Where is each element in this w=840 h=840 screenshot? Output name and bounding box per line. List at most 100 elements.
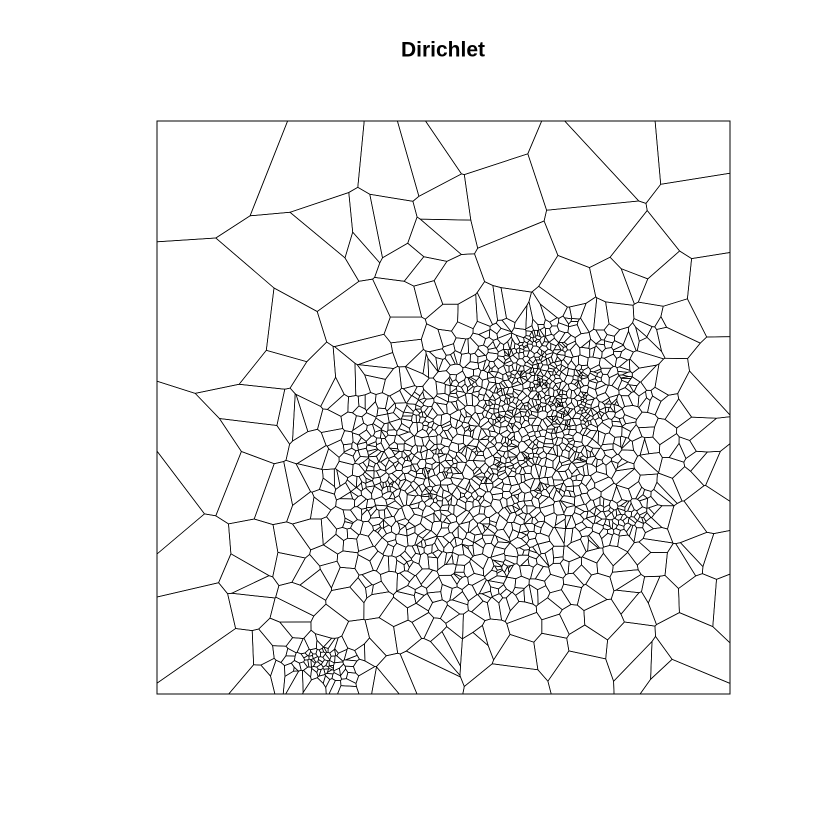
tile	[516, 500, 526, 510]
tile	[582, 462, 589, 477]
tile	[401, 504, 415, 522]
tessellation	[156, 120, 731, 695]
tile	[322, 533, 344, 555]
tile	[321, 646, 328, 654]
tile	[592, 496, 601, 508]
tile	[318, 477, 337, 495]
tile	[539, 503, 555, 517]
tile	[426, 591, 443, 603]
tile	[479, 483, 489, 493]
tile	[156, 237, 275, 394]
tile	[352, 658, 376, 677]
tile	[511, 362, 518, 371]
tile	[489, 394, 496, 402]
tile	[513, 421, 523, 430]
tile	[421, 505, 436, 518]
tile	[522, 415, 530, 422]
tile	[403, 561, 410, 572]
tile	[587, 420, 592, 426]
tile	[500, 419, 510, 428]
tile	[400, 415, 413, 422]
tile	[493, 559, 504, 567]
tile	[522, 350, 530, 357]
tile	[420, 488, 430, 496]
tile	[528, 583, 539, 607]
tile	[611, 517, 619, 527]
tile	[375, 652, 418, 695]
tile	[364, 374, 386, 395]
tile	[385, 395, 396, 412]
tile	[566, 368, 575, 377]
tile	[598, 357, 614, 369]
tile	[449, 416, 459, 430]
tile	[613, 350, 623, 359]
tile	[551, 421, 559, 425]
tile	[350, 487, 362, 497]
tile	[551, 436, 559, 446]
tile	[582, 395, 588, 400]
tile	[456, 509, 470, 525]
tile	[677, 370, 731, 419]
tile	[569, 302, 587, 320]
tile	[519, 370, 526, 377]
tile	[467, 518, 478, 533]
tile	[539, 364, 550, 372]
tile	[290, 660, 302, 672]
tile	[517, 512, 527, 521]
tile	[616, 499, 629, 507]
tile	[431, 461, 441, 471]
tile	[514, 575, 530, 589]
tile	[506, 386, 514, 395]
tile	[594, 447, 606, 461]
tile	[600, 373, 610, 386]
tile	[540, 481, 548, 491]
tile	[556, 416, 564, 425]
tile	[552, 368, 557, 376]
tile	[579, 346, 591, 359]
tile	[502, 490, 513, 500]
tile	[553, 500, 565, 516]
tile	[618, 374, 629, 379]
tile	[487, 472, 495, 481]
tile	[456, 451, 468, 464]
tile	[382, 524, 393, 535]
tile	[617, 534, 635, 553]
tile	[478, 516, 491, 525]
tile	[493, 357, 505, 370]
tile	[380, 570, 398, 596]
tile	[578, 482, 589, 495]
tile	[507, 470, 517, 477]
tile	[367, 529, 383, 548]
tile	[531, 340, 537, 347]
tile	[450, 494, 458, 507]
tile	[304, 648, 312, 657]
tile	[531, 285, 568, 319]
tile	[667, 500, 708, 544]
tile	[610, 453, 623, 464]
tile	[357, 574, 373, 589]
tile	[503, 356, 512, 365]
tile	[591, 522, 604, 535]
tile	[563, 355, 573, 366]
tile	[571, 445, 578, 453]
tile	[433, 253, 486, 305]
tile	[519, 347, 525, 354]
tile	[543, 200, 648, 269]
tile	[429, 501, 441, 512]
tile	[402, 449, 413, 457]
tile	[363, 591, 394, 621]
tile	[537, 405, 543, 413]
tile	[503, 396, 509, 405]
tile	[603, 518, 611, 528]
tile	[632, 301, 664, 328]
tile	[564, 468, 573, 479]
tile	[503, 354, 511, 361]
tile	[565, 515, 577, 530]
tile	[554, 381, 562, 390]
tile	[423, 617, 448, 642]
tile	[523, 456, 528, 460]
tile	[505, 464, 514, 470]
tile	[270, 659, 286, 695]
tile	[560, 482, 567, 493]
tile	[492, 451, 502, 459]
